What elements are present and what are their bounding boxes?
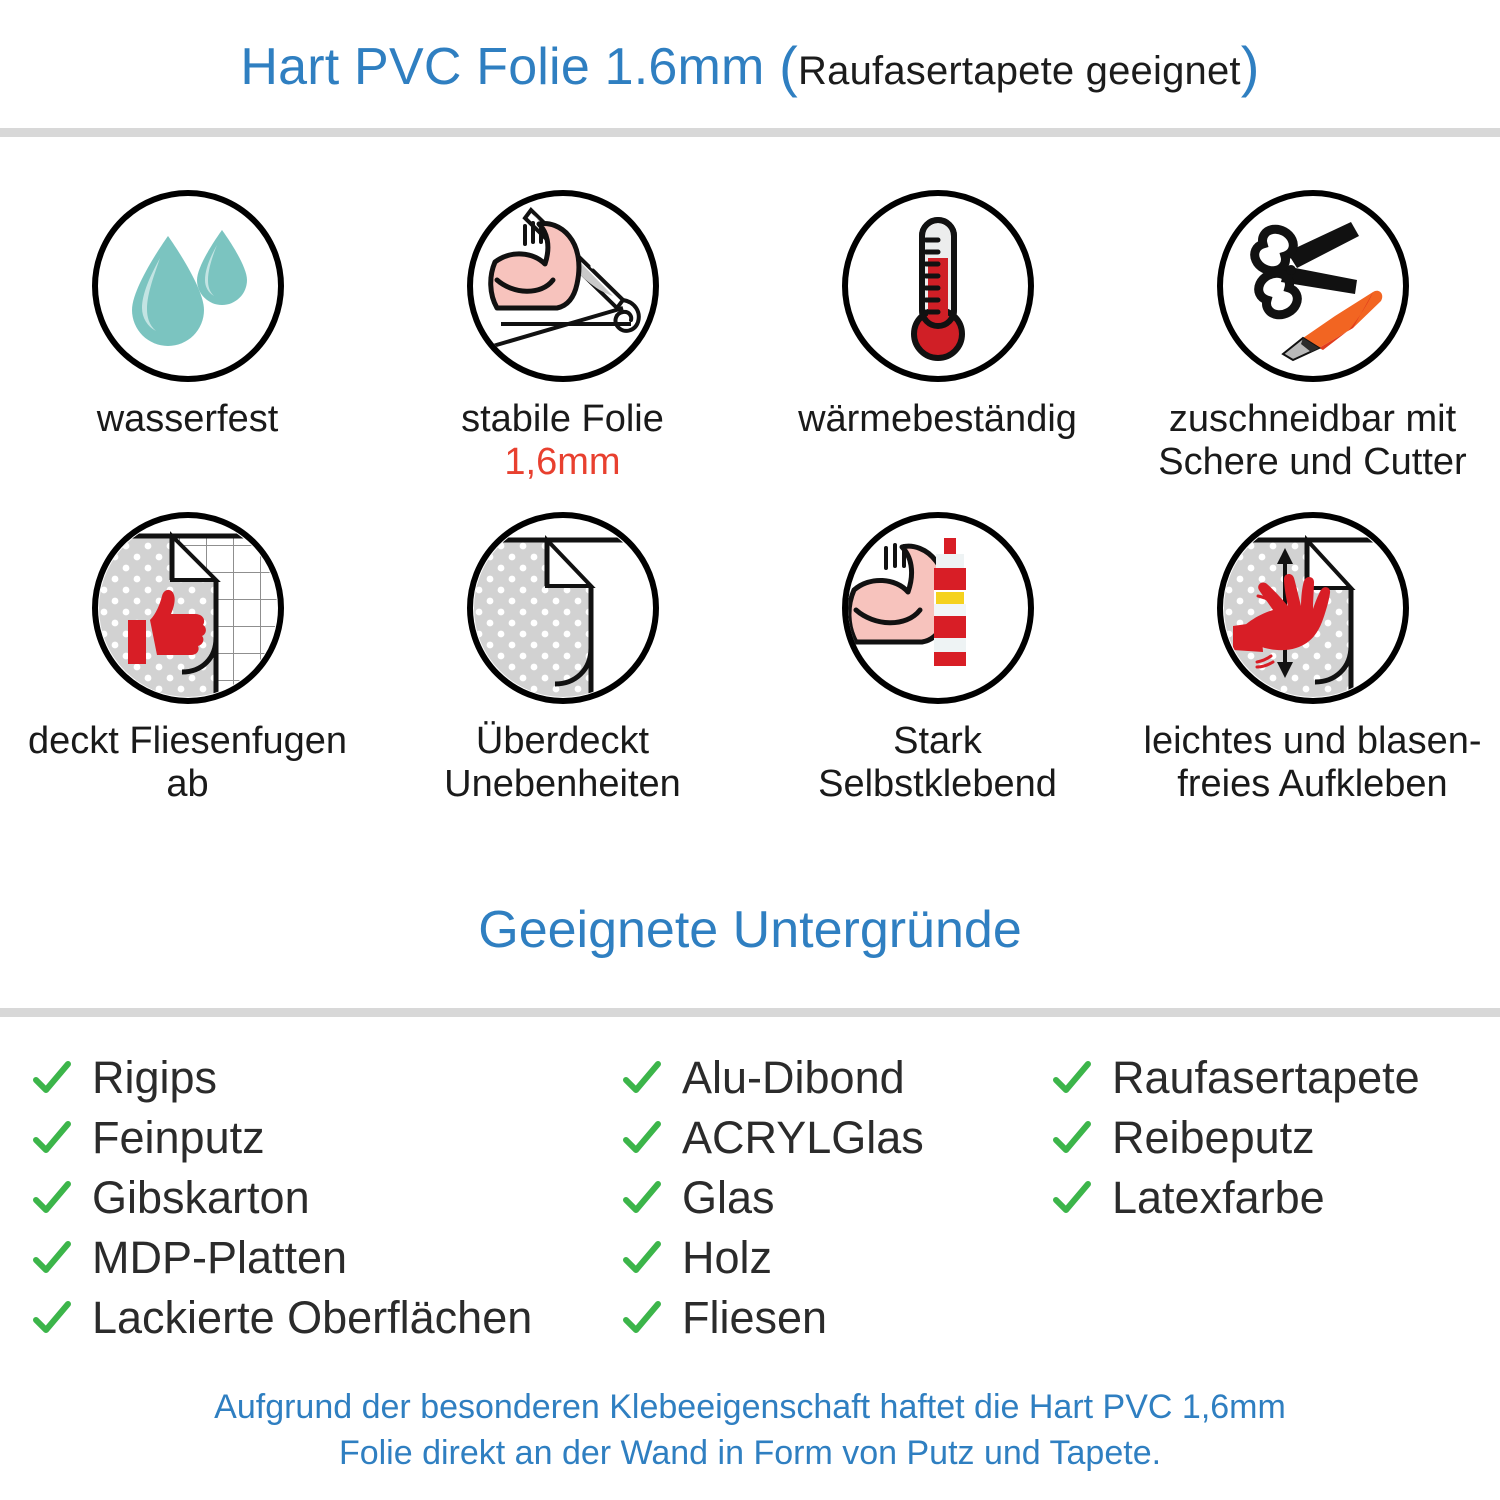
list-item: MDP-Platten bbox=[30, 1228, 612, 1288]
list-item-label: Holz bbox=[682, 1232, 773, 1283]
footer-line-1: Aufgrund der besonderen Klebeeigenschaft… bbox=[214, 1388, 1286, 1426]
list-item: Feinputz bbox=[30, 1108, 612, 1168]
feature-aufkleben: leichtes und blasen- freies Aufkleben bbox=[1125, 512, 1500, 805]
feature-label-2: freies Aufkleben bbox=[1177, 762, 1448, 805]
feature-caption: wasserfest bbox=[97, 398, 279, 441]
feature-selbstklebend: Stark Selbstklebend bbox=[750, 512, 1125, 805]
feature-label: leichtes und blasen- bbox=[1143, 720, 1482, 762]
feature-label-2: Schere und Cutter bbox=[1158, 440, 1467, 483]
list-item: Alu-Dibond bbox=[620, 1048, 1030, 1108]
list-item-label: Alu-Dibond bbox=[682, 1052, 905, 1103]
check-icon bbox=[620, 1116, 664, 1160]
divider-middle bbox=[0, 1008, 1500, 1017]
list-item-label: Raufasertapete bbox=[1112, 1052, 1420, 1103]
check-icon bbox=[620, 1296, 664, 1340]
feature-caption: Überdeckt Unebenheiten bbox=[444, 720, 681, 805]
feature-waermebestaendig: wärmebeständig bbox=[750, 190, 1125, 483]
feature-caption: leichtes und blasen- freies Aufkleben bbox=[1144, 720, 1482, 805]
feature-label: stabile Folie bbox=[461, 398, 664, 440]
peeling-film-icon bbox=[466, 512, 659, 704]
feature-thickness: 1,6mm bbox=[504, 440, 621, 483]
feature-label: zuschneidbar mit bbox=[1168, 398, 1457, 440]
feature-label: Überdeckt bbox=[475, 720, 650, 762]
hand-smooth-icon bbox=[1216, 512, 1409, 704]
list-item: Fliesen bbox=[620, 1288, 1030, 1348]
list-item: Reibeputz bbox=[1050, 1108, 1500, 1168]
substrate-column-3: Raufasertapete Reibeputz Latexfarbe bbox=[1030, 1048, 1500, 1348]
strong-arm-roll-icon bbox=[466, 190, 659, 382]
substrate-column-1: Rigips Feinputz Gibskarton MDP-Platten L… bbox=[0, 1048, 612, 1348]
check-icon bbox=[30, 1056, 74, 1100]
feature-label-2: Unebenheiten bbox=[444, 762, 681, 805]
list-item: Gibskarton bbox=[30, 1168, 612, 1228]
list-item-label: Latexfarbe bbox=[1112, 1172, 1325, 1223]
list-item: Raufasertapete bbox=[1050, 1048, 1500, 1108]
list-item-label: Feinputz bbox=[92, 1112, 265, 1163]
check-icon bbox=[620, 1056, 664, 1100]
check-icon bbox=[30, 1176, 74, 1220]
feature-label-2: Selbstklebend bbox=[818, 762, 1057, 805]
page-title: Hart PVC Folie 1.6mm (Raufasertapete gee… bbox=[240, 34, 1259, 99]
feature-stabile-folie: stabile Folie 1,6mm bbox=[375, 190, 750, 483]
title-paren-open: ( bbox=[779, 34, 799, 98]
feature-ueberdeckt: Überdeckt Unebenheiten bbox=[375, 512, 750, 805]
feature-label: deckt Fliesenfugen ab bbox=[28, 720, 347, 805]
list-item-label: Gibskarton bbox=[92, 1172, 310, 1223]
footer-line-2: Folie direkt an der Wand in Form von Put… bbox=[338, 1433, 1162, 1472]
thermometer-icon bbox=[841, 190, 1034, 382]
feature-caption: wärmebeständig bbox=[798, 398, 1077, 441]
divider-top bbox=[0, 128, 1500, 137]
feature-caption: deckt Fliesenfugen ab bbox=[8, 720, 368, 805]
list-item: Holz bbox=[620, 1228, 1030, 1288]
list-item-label: Fliesen bbox=[682, 1292, 828, 1343]
feature-caption: zuschneidbar mit Schere und Cutter bbox=[1158, 398, 1466, 483]
check-icon bbox=[1050, 1176, 1094, 1220]
check-icon bbox=[30, 1236, 74, 1280]
list-item-label: Glas bbox=[682, 1172, 775, 1223]
list-item: Glas bbox=[620, 1168, 1030, 1228]
footer-note: Aufgrund der besonderen Klebeeigenschaft… bbox=[0, 1385, 1500, 1477]
water-drops-icon bbox=[91, 190, 284, 382]
check-icon bbox=[1050, 1116, 1094, 1160]
check-icon bbox=[30, 1296, 74, 1340]
list-item-label: MDP-Platten bbox=[92, 1232, 348, 1283]
feature-label: wärmebeständig bbox=[798, 398, 1077, 440]
title-main: Hart PVC Folie 1.6mm bbox=[240, 37, 765, 96]
title-bar: Hart PVC Folie 1.6mm (Raufasertapete gee… bbox=[0, 0, 1500, 132]
list-item: Lackierte Oberflächen bbox=[30, 1288, 612, 1348]
list-item-label: Reibeputz bbox=[1112, 1112, 1315, 1163]
feature-caption: Stark Selbstklebend bbox=[818, 720, 1057, 805]
list-item-label: Rigips bbox=[92, 1052, 218, 1103]
feature-grid-row-2: deckt Fliesenfugen ab bbox=[0, 512, 1500, 805]
substrate-column-2: Alu-Dibond ACRYLGlas Glas Holz Fliesen bbox=[612, 1048, 1030, 1348]
feature-fliesenfugen: deckt Fliesenfugen ab bbox=[0, 512, 375, 805]
title-paren-close: ) bbox=[1240, 34, 1260, 98]
check-icon bbox=[620, 1176, 664, 1220]
scissors-cutter-icon bbox=[1216, 190, 1409, 382]
check-icon bbox=[620, 1236, 664, 1280]
feature-label: Stark bbox=[893, 720, 982, 762]
feature-label: wasserfest bbox=[96, 398, 279, 440]
feature-zuschneidbar: zuschneidbar mit Schere und Cutter bbox=[1125, 190, 1500, 483]
feature-caption: stabile Folie 1,6mm bbox=[461, 398, 664, 483]
title-subtitle: Raufasertapete geeignet bbox=[798, 48, 1241, 93]
thumbs-up-tiles-icon bbox=[91, 512, 284, 704]
list-item: Rigips bbox=[30, 1048, 612, 1108]
arm-glue-icon bbox=[841, 512, 1034, 704]
substrate-lists: Rigips Feinputz Gibskarton MDP-Platten L… bbox=[0, 1048, 1500, 1348]
list-item-label: Lackierte Oberflächen bbox=[92, 1292, 533, 1343]
feature-grid-row-1: wasserfest bbox=[0, 190, 1500, 483]
list-item: ACRYLGlas bbox=[620, 1108, 1030, 1168]
feature-wasserfest: wasserfest bbox=[0, 190, 375, 483]
check-icon bbox=[30, 1116, 74, 1160]
section-heading: Geeignete Untergründe bbox=[478, 901, 1022, 959]
list-item-label: ACRYLGlas bbox=[682, 1112, 924, 1163]
check-icon bbox=[1050, 1056, 1094, 1100]
list-item: Latexfarbe bbox=[1050, 1168, 1500, 1228]
